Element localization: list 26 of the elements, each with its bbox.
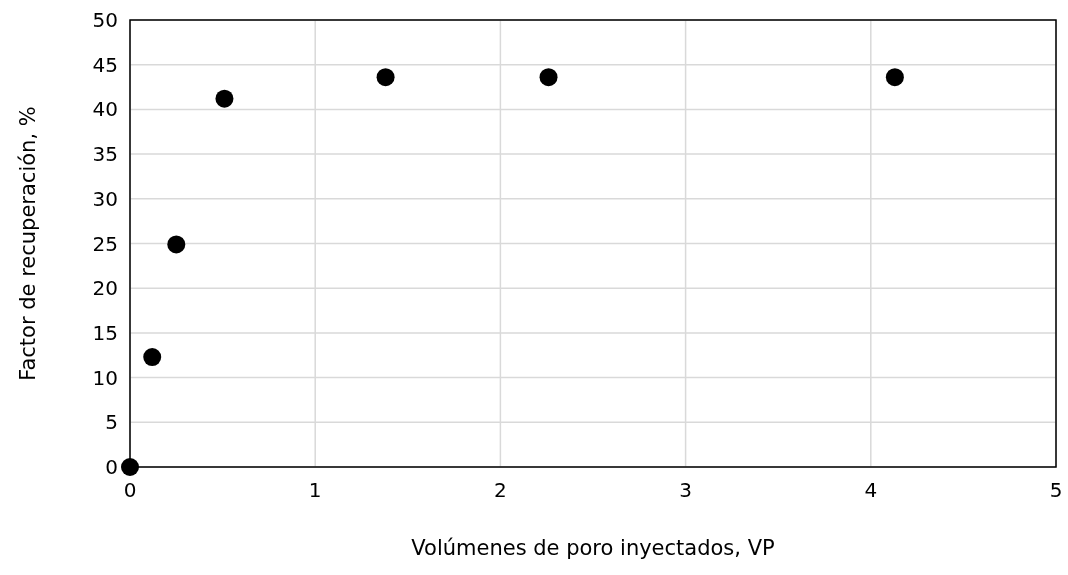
point — [215, 89, 234, 108]
x-tick-label: 4 — [864, 478, 878, 502]
y-tick-label: 15 — [92, 320, 118, 345]
y-axis-title: Factor de recuperación, % — [16, 106, 40, 381]
y-tick-label: 30 — [92, 186, 118, 211]
point — [143, 348, 162, 367]
y-tick-label: 35 — [92, 142, 118, 167]
x-tick-label: 1 — [308, 478, 322, 502]
x-tick-label: 0 — [123, 478, 137, 502]
y-tick-label: 40 — [92, 97, 118, 122]
point — [885, 68, 904, 87]
y-tick-label: 0 — [105, 455, 118, 479]
y-tick-label: 45 — [92, 52, 118, 77]
y-tick-label: 20 — [92, 276, 118, 301]
x-tick-label: 3 — [679, 478, 692, 502]
point — [121, 458, 139, 476]
y-tick-label: 5 — [105, 410, 118, 435]
x-tick-label: 2 — [494, 478, 507, 502]
y-tick-label: 50 — [92, 8, 118, 32]
point — [376, 68, 395, 87]
y-tick-label: 10 — [92, 365, 118, 390]
x-tick-label: 5 — [1049, 478, 1063, 502]
y-tick-label: 25 — [92, 231, 118, 256]
point — [167, 235, 186, 254]
x-axis-title: Volúmenes de poro inyectados, VP — [411, 536, 775, 560]
point — [539, 68, 558, 87]
